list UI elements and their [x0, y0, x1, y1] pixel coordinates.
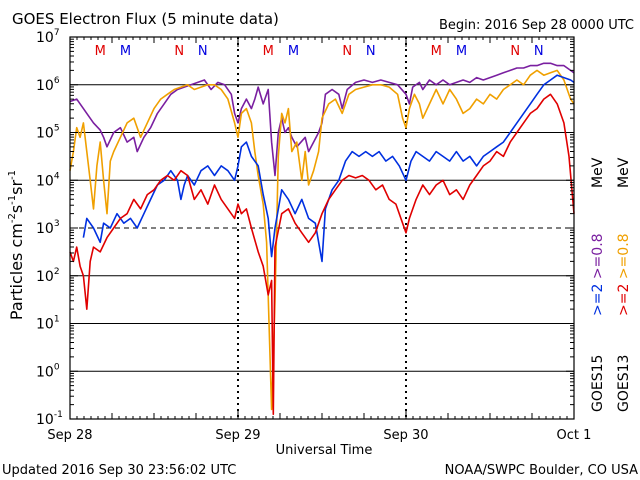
y-tick-exponent: -1	[54, 410, 63, 420]
y-tick-exponent: 6	[54, 76, 60, 86]
legend-unit-goes13: MeV	[616, 157, 632, 188]
y-axis-label-mid2: sr	[7, 180, 26, 195]
y-tick-base: 10	[36, 317, 54, 333]
legend-unit-goes15: MeV	[590, 157, 606, 188]
series-goes13-0-8-mev	[69, 69, 575, 411]
y-tick-base: 10	[36, 126, 54, 142]
y-tick-base: 10	[36, 269, 54, 285]
series-goes13-2-mev	[69, 93, 575, 416]
mn-marker: M	[288, 44, 299, 59]
legend-goes15-geq2: >=2	[590, 284, 606, 316]
mn-marker: N	[366, 44, 376, 59]
y-tick-exponent: 2	[54, 267, 60, 277]
y-tick-exponent: 0	[54, 362, 60, 372]
y-tick-exponent: 7	[54, 28, 60, 38]
mn-marker: M	[95, 44, 106, 59]
y-tick-label: 106	[36, 76, 60, 94]
mn-marker: N	[174, 44, 184, 59]
mn-marker: N	[510, 44, 520, 59]
y-axis-label-main: Particles cm	[7, 223, 26, 320]
y-tick-label: 101	[36, 315, 60, 333]
y-tick-label: 105	[36, 124, 60, 142]
x-axis-label: Universal Time	[276, 443, 373, 458]
mn-marker: N	[198, 44, 208, 59]
series-layer	[69, 62, 575, 416]
y-tick-exponent: 3	[54, 219, 60, 229]
y-tick-label: 107	[36, 28, 60, 46]
y-axis-label-sup3: -1	[7, 170, 18, 180]
y-tick-base: 10	[36, 412, 54, 428]
mn-marker: M	[431, 44, 442, 59]
legend-goes13-channels: >=2 >=0.8	[616, 233, 632, 316]
y-tick-exponent: 1	[54, 315, 60, 325]
grid-lines	[70, 37, 574, 419]
y-tick-label: 100	[36, 362, 60, 380]
mn-marker: N	[342, 44, 352, 59]
y-tick-exponent: 4	[54, 171, 60, 181]
y-tick-label: 103	[36, 219, 60, 237]
legend-goes15-geq08: >=0.8	[590, 233, 606, 279]
mn-marker: M	[120, 44, 131, 59]
legend-goes15-channels: >=2 >=0.8	[590, 233, 606, 316]
updated-timestamp: Updated 2016 Sep 30 23:56:02 UTC	[2, 463, 236, 478]
y-axis-label-mid1: s	[7, 205, 26, 213]
mn-marker: M	[263, 44, 274, 59]
y-tick-label: 10-1	[36, 410, 63, 428]
x-tick-labels: Sep 28 Sep 29 Sep 30 Oct 1	[47, 428, 591, 443]
x-tick-label: Oct 1	[557, 428, 592, 443]
y-tick-base: 10	[36, 78, 54, 94]
chart-title: GOES Electron Flux (5 minute data)	[12, 10, 279, 28]
legend-goes13: GOES13	[616, 355, 632, 412]
x-tick-label: Sep 28	[47, 428, 92, 443]
plot-frame	[69, 36, 575, 420]
legend: GOES15 GOES13 >=2 >=0.8 >=2 >=0.8 MeV Me…	[590, 157, 632, 412]
y-tick-label: 104	[36, 171, 60, 189]
y-tick-base: 10	[36, 364, 54, 380]
y-axis-label: Particles cm-2s-1sr-1	[7, 170, 26, 320]
mn-marker: M	[456, 44, 467, 59]
x-tick-label: Sep 29	[215, 428, 260, 443]
y-tick-base: 10	[36, 30, 54, 46]
mn-marker: N	[534, 44, 544, 59]
legend-goes13-geq08: >=0.8	[616, 233, 632, 279]
data-source: NOAA/SWPC Boulder, CO USA	[445, 463, 638, 478]
y-tick-base: 10	[36, 221, 54, 237]
y-tick-base: 10	[36, 173, 54, 189]
tick-marks	[69, 36, 575, 420]
begin-label: Begin: 2016 Sep 28 0000 UTC	[439, 18, 634, 33]
legend-goes13-geq2: >=2	[616, 284, 632, 316]
y-axis-label-sup1: -2	[7, 213, 18, 223]
series-goes15-0-8-mev	[69, 62, 575, 177]
y-axis-label-sup2: -1	[7, 195, 18, 205]
legend-goes15: GOES15	[590, 355, 606, 412]
y-tick-label: 102	[36, 267, 60, 285]
y-tick-exponent: 5	[54, 124, 60, 134]
x-tick-label: Sep 30	[383, 428, 428, 443]
